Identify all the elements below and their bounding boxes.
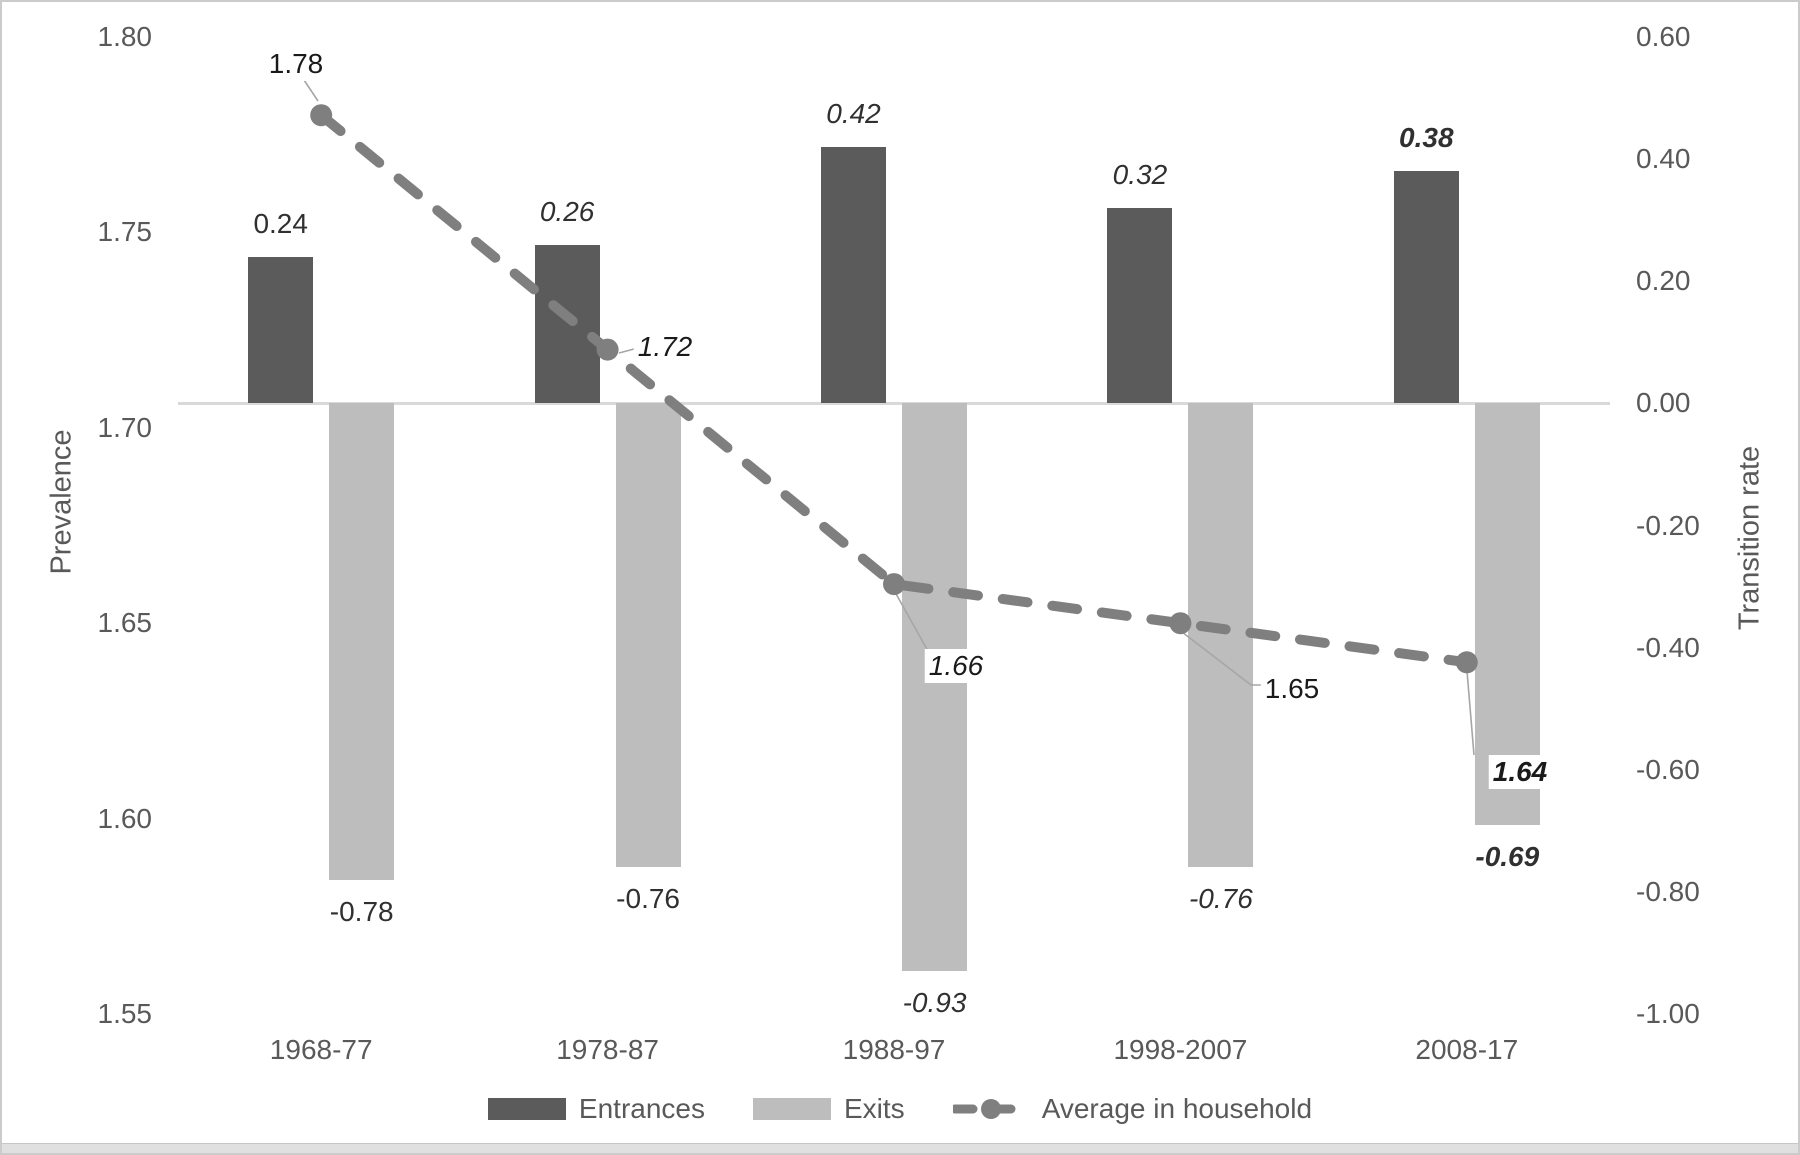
exits-value-label: -0.76 xyxy=(1188,883,1253,915)
line-value-label: 1.78 xyxy=(264,47,328,81)
exits-bar xyxy=(1188,403,1254,868)
right-axis-tick-label: -0.60 xyxy=(1636,753,1700,785)
entrances-bar xyxy=(248,256,314,404)
right-axis-tick-label: -0.20 xyxy=(1636,509,1700,541)
line-value-label: 1.72 xyxy=(633,330,697,364)
legend-label: Average in household xyxy=(1041,1093,1313,1124)
left-axis-tick-label: 1.80 xyxy=(97,21,153,52)
label-leader-line xyxy=(618,348,635,354)
entrances-value-label: 0.26 xyxy=(539,195,595,227)
entrances-value-label: 0.42 xyxy=(826,97,881,129)
left-axis-tick-label: 1.65 xyxy=(97,607,153,639)
right-axis-tick-label: 0.40 xyxy=(1636,143,1691,175)
legend-item-entrances: Entrances xyxy=(487,1093,705,1125)
x-axis-category-label: 1998-2007 xyxy=(1113,1034,1248,1065)
legend-item-exits: Exits xyxy=(753,1093,905,1125)
left-axis-tick-label: 1.75 xyxy=(97,216,153,248)
line-value-label: 1.64 xyxy=(1488,755,1552,789)
entrances-bar xyxy=(821,146,886,404)
exits-bar xyxy=(1474,403,1540,825)
x-axis-category-label: 1978-87 xyxy=(556,1034,659,1065)
legend-item-average-in-household: Average in household xyxy=(952,1093,1313,1125)
right-axis-tick-label: -1.00 xyxy=(1636,998,1700,1029)
left-axis-title: Prevalence xyxy=(45,429,78,575)
legend-line-marker xyxy=(952,1099,1029,1119)
exits-value-label: -0.93 xyxy=(902,987,967,1019)
average-in-household-line xyxy=(316,110,1472,668)
left-axis-tick-label: 1.70 xyxy=(97,411,153,443)
legend: Entrances Exits Average in household xyxy=(2,1087,1798,1131)
exits-bar xyxy=(329,403,395,880)
exits-bar xyxy=(615,403,681,868)
legend-swatch-exits xyxy=(753,1098,831,1120)
right-axis-tick-label: 0.00 xyxy=(1636,387,1691,419)
legend-label: Exits xyxy=(844,1093,905,1124)
entrances-bar xyxy=(1393,171,1459,404)
legend-swatch-entrances xyxy=(487,1098,566,1120)
line-point-marker xyxy=(596,338,619,361)
entrances-bar xyxy=(1107,208,1173,404)
right-axis-tick-label: -0.80 xyxy=(1636,875,1700,907)
entrances-value-label: 0.24 xyxy=(253,207,308,239)
x-axis-category-label: 2008-17 xyxy=(1415,1034,1519,1065)
line-value-label: 1.66 xyxy=(924,649,988,683)
x-axis-category-label: 1988-97 xyxy=(842,1034,946,1065)
exits-value-label: -0.76 xyxy=(616,883,681,915)
right-axis-tick-label: 0.60 xyxy=(1636,21,1691,52)
entrances-value-label: 0.38 xyxy=(1399,122,1454,154)
label-leader-line xyxy=(1466,670,1475,756)
line-point-marker xyxy=(310,104,333,127)
right-axis-tick-label: -0.40 xyxy=(1636,631,1700,663)
legend-label: Entrances xyxy=(578,1093,705,1124)
right-axis-title: Transition rate xyxy=(1733,445,1766,631)
exits-value-label: -0.69 xyxy=(1475,840,1540,872)
entrances-bar xyxy=(534,244,600,404)
page-bottom-edge xyxy=(2,1143,1798,1153)
exits-bar xyxy=(902,403,967,972)
right-axis-tick-label: 0.20 xyxy=(1636,265,1691,297)
entrances-value-label: 0.32 xyxy=(1112,159,1168,190)
left-axis-tick-label: 1.55 xyxy=(97,998,153,1029)
x-axis-category-label: 1968-77 xyxy=(269,1034,373,1065)
label-leader-line xyxy=(303,79,319,102)
left-axis-tick-label: 1.60 xyxy=(97,802,153,834)
line-value-label: 1.65 xyxy=(1260,672,1324,706)
exits-value-label: -0.78 xyxy=(329,895,394,927)
